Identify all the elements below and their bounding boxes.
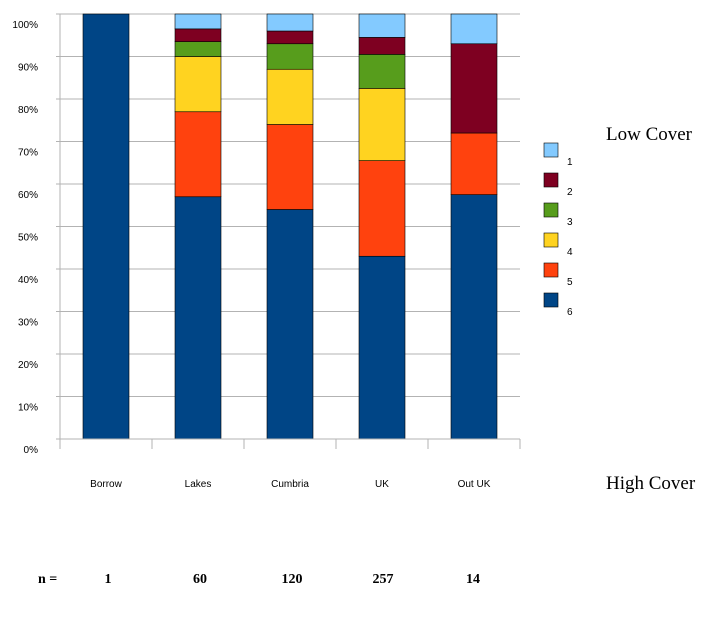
y-tick-label: 80% — [18, 105, 38, 116]
bar-segment — [174, 196, 222, 440]
y-tick-label: 90% — [18, 63, 38, 74]
bar-segment — [450, 43, 498, 134]
n-value: 14 — [466, 572, 480, 587]
bar-segment — [174, 56, 222, 113]
bar-segment — [266, 209, 314, 440]
legend-label: 6 — [567, 307, 573, 318]
x-category-label: Out UK — [458, 479, 491, 490]
x-category-label: Cumbria — [271, 479, 309, 490]
x-category-label: UK — [375, 479, 389, 490]
bars — [82, 13, 498, 440]
bar-segment — [266, 43, 314, 70]
y-tick-label: 70% — [18, 148, 38, 159]
bar-segment — [450, 194, 498, 440]
legend-swatch — [543, 202, 559, 218]
y-tick-label: 10% — [18, 403, 38, 414]
legend-label: 2 — [567, 187, 573, 198]
x-category-label: Lakes — [185, 479, 212, 490]
bar-segment — [82, 13, 130, 440]
bar-segment — [358, 160, 406, 257]
legend-swatch — [543, 292, 559, 308]
y-tick-label: 40% — [18, 275, 38, 286]
legend-label: 1 — [567, 157, 573, 168]
y-tick-label: 0% — [24, 445, 39, 456]
x-axis-ticks: Borrow Lakes Cumbria UK Out UK — [59, 439, 521, 490]
n-value: 120 — [282, 572, 303, 587]
bar-segment — [358, 88, 406, 161]
n-row: n = 1 60 120 257 14 — [38, 572, 480, 587]
bar-segment — [266, 124, 314, 210]
legend-label: 4 — [567, 247, 573, 258]
n-value: 1 — [105, 572, 112, 587]
bar-segment — [358, 13, 406, 38]
y-tick-label: 20% — [18, 360, 38, 371]
bar-segment — [174, 28, 222, 42]
n-value: 257 — [373, 572, 394, 587]
bar-segment — [174, 111, 222, 198]
bar-segment — [266, 13, 314, 32]
bar-segment — [266, 30, 314, 45]
y-tick-label: 30% — [18, 318, 38, 329]
y-axis-ticks: 0% 10% 20% 30% 40% 50% 60% 70% 80% 90% 100% — [12, 20, 38, 456]
y-tick-label: 100% — [12, 20, 38, 31]
n-label: n = — [38, 572, 57, 587]
y-tick-label: 60% — [18, 190, 38, 201]
n-value: 60 — [193, 572, 207, 587]
bar-segment — [450, 13, 498, 45]
bar-segment — [450, 132, 498, 195]
legend-swatch — [543, 262, 559, 278]
bar-segment — [358, 255, 406, 440]
y-tick-label: 50% — [18, 233, 38, 244]
x-category-label: Borrow — [90, 479, 122, 490]
bar-segment — [174, 13, 222, 30]
legend-label: 3 — [567, 217, 573, 228]
bar-segment — [358, 54, 406, 89]
high-cover-label: High Cover — [606, 473, 696, 494]
legend-swatch — [543, 232, 559, 248]
bar-segment — [358, 37, 406, 55]
legend: 1 2 3 4 5 6 — [543, 142, 573, 318]
legend-swatch — [543, 172, 559, 188]
legend-swatch — [543, 142, 559, 158]
low-cover-label: Low Cover — [606, 124, 693, 145]
bar-segment — [266, 68, 314, 125]
bar-segment — [174, 41, 222, 57]
legend-label: 5 — [567, 277, 573, 288]
